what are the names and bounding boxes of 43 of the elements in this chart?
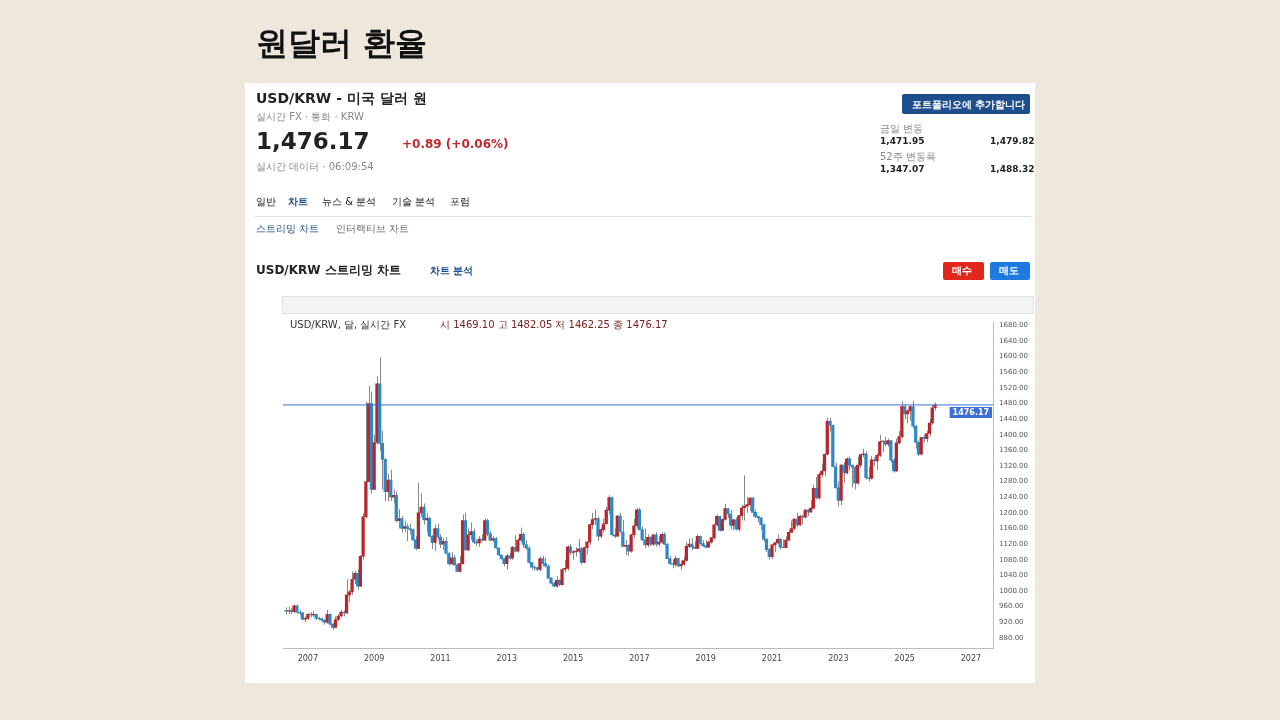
- text: 매도: [999, 264, 1019, 278]
- chart-title: 원달러 환율: [256, 23, 428, 64]
- text: 스트리밍 차트: [256, 222, 320, 236]
- text: 실시간 FX · 통화 · KRW: [256, 110, 364, 124]
- annotation: 시 1469.10 고 1482.05 저 1462.25 종 1476.17: [440, 318, 668, 332]
- text: 금일 변동: [880, 122, 924, 136]
- x-tick-label: 2015: [562, 654, 584, 664]
- candlestick: [386, 473, 390, 502]
- text: USD/KRW 스트리밍 차트: [256, 262, 401, 279]
- text: 인터랙티브 차트: [336, 222, 410, 236]
- text: +0.89 (+0.06%): [402, 137, 509, 151]
- text: 52주 변동폭: [880, 150, 936, 164]
- text: 포트폴리오에 추가합니다: [912, 98, 1026, 112]
- x-tick-label: 2009: [363, 654, 385, 664]
- x-tick-label: 2007: [297, 654, 319, 664]
- x-tick-label: 2023: [828, 654, 849, 664]
- x-tick-label: 2019: [695, 654, 716, 664]
- x-tick-label: 2017: [629, 654, 650, 664]
- chart-subtitle: USD/KRW, 달, 실시간 FX: [290, 318, 407, 332]
- text: 1,479.82: [990, 136, 1035, 146]
- text: 실시간 데이터 · 06:09:54: [256, 160, 374, 174]
- text: 포럼: [450, 195, 470, 209]
- text: 차트: [288, 195, 308, 209]
- candlestick: [397, 508, 401, 529]
- candlestick: [466, 527, 470, 552]
- x-tick-label: 2021: [761, 654, 783, 664]
- text: 뉴스 & 분석: [322, 195, 377, 209]
- x-tick-label: 2027: [960, 654, 982, 664]
- x-tick-label: 2013: [496, 654, 517, 664]
- text: 일반: [256, 195, 276, 209]
- text: USD/KRW - 미국 달러 원: [256, 90, 427, 108]
- x-tick-label: 2025: [894, 654, 915, 664]
- text: 기술 분석: [392, 195, 436, 209]
- text: 차트 분석: [430, 264, 474, 278]
- candlestick: [571, 549, 575, 561]
- text: 1,476.17: [256, 128, 370, 154]
- text: 1,471.95: [880, 136, 925, 146]
- text: 매수: [952, 264, 972, 278]
- x-tick-label: 2011: [430, 654, 451, 664]
- candlestick: [621, 519, 625, 548]
- text: 1,488.32: [990, 164, 1035, 174]
- text: 1,347.07: [880, 164, 925, 174]
- ref-line-label: 1476.17: [952, 407, 990, 417]
